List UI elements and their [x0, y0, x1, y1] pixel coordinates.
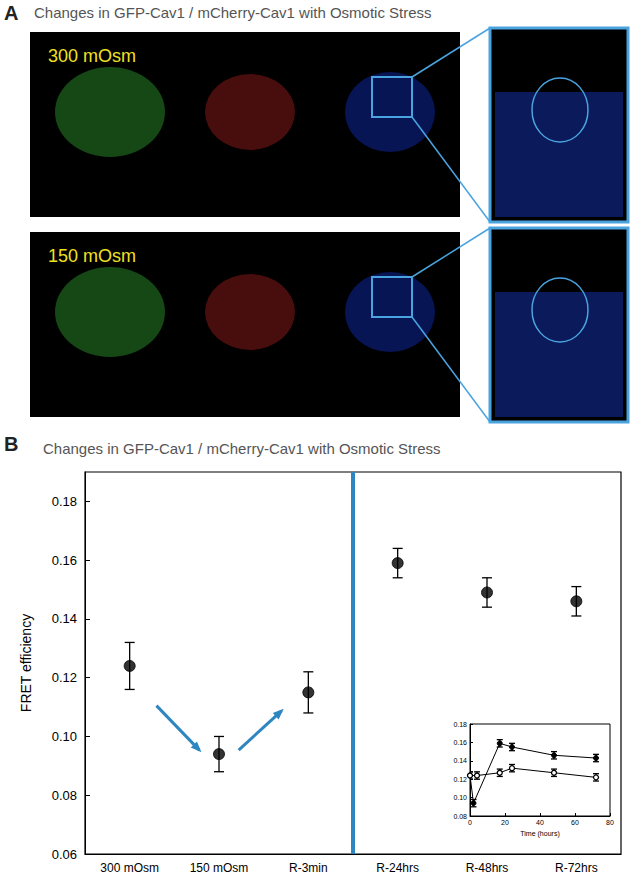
svg-text:A: A	[4, 2, 18, 24]
svg-text:Changes in GFP-Cav1 / mCherry-: Changes in GFP-Cav1 / mCherry-Cav1 with …	[34, 4, 432, 21]
svg-text:150 mOsm: 150 mOsm	[48, 246, 136, 266]
svg-text:R-3min: R-3min	[289, 861, 328, 875]
svg-text:R-24hrs: R-24hrs	[376, 861, 419, 875]
svg-text:R-72hrs: R-72hrs	[555, 861, 598, 875]
svg-text:0.18: 0.18	[453, 721, 467, 728]
svg-text:B: B	[4, 433, 18, 455]
svg-text:0.12: 0.12	[52, 670, 77, 685]
svg-text:40: 40	[536, 819, 544, 826]
svg-text:0.16: 0.16	[52, 553, 77, 568]
svg-text:Changes in GFP-Cav1 / mCherry-: Changes in GFP-Cav1 / mCherry-Cav1 with …	[43, 440, 441, 457]
svg-text:R-48hrs: R-48hrs	[466, 861, 509, 875]
svg-text:0.14: 0.14	[52, 611, 77, 626]
svg-text:0.08: 0.08	[453, 813, 467, 820]
svg-text:150 mOsm: 150 mOsm	[190, 861, 249, 875]
svg-text:20: 20	[501, 819, 509, 826]
svg-text:300 mOsm: 300 mOsm	[100, 861, 159, 875]
svg-text:0.10: 0.10	[453, 794, 467, 801]
svg-text:300 mOsm: 300 mOsm	[48, 46, 136, 66]
svg-text:60: 60	[571, 819, 579, 826]
svg-text:0.16: 0.16	[453, 739, 467, 746]
svg-text:0.12: 0.12	[453, 776, 467, 783]
svg-text:0: 0	[468, 819, 472, 826]
svg-text:0.08: 0.08	[52, 788, 77, 803]
svg-text:Time (hours): Time (hours)	[520, 830, 559, 838]
svg-text:0.10: 0.10	[52, 729, 77, 744]
svg-text:0.14: 0.14	[453, 757, 467, 764]
svg-text:0.18: 0.18	[52, 494, 77, 509]
svg-text:FRET efficiency: FRET efficiency	[18, 614, 34, 712]
svg-text:0.06: 0.06	[52, 847, 77, 862]
svg-text:80: 80	[606, 819, 614, 826]
